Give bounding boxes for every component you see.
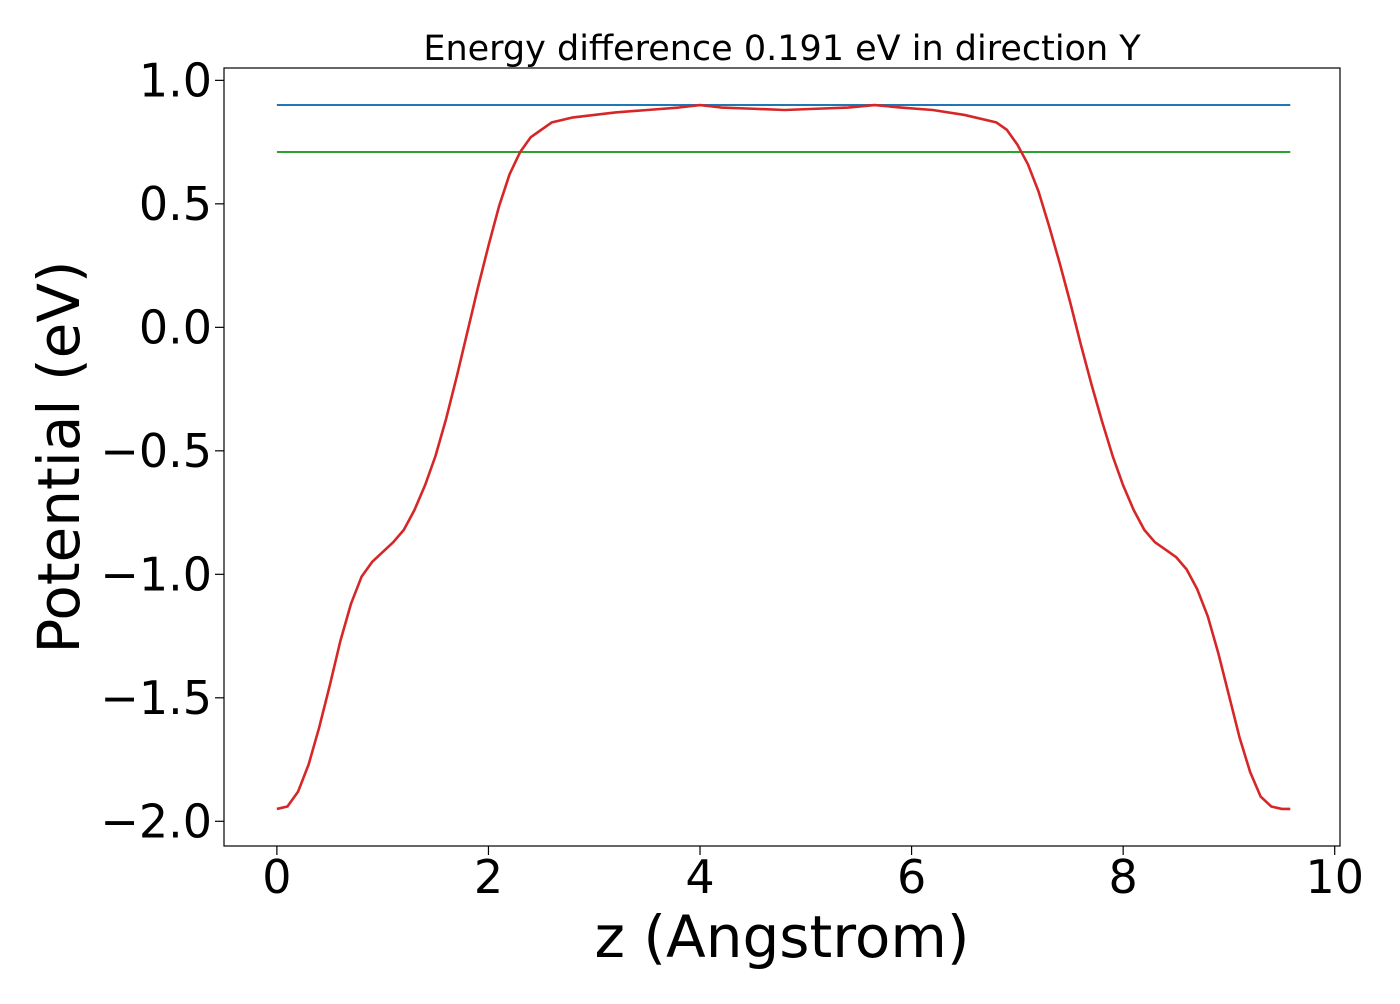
y-tick-label: −1.0 (100, 547, 212, 601)
x-tick-label: 0 (262, 850, 291, 904)
y-axis-label: Potential (eV) (25, 260, 93, 653)
y-tick-label: −2.0 (100, 794, 212, 848)
series-line-3 (276, 103, 1291, 811)
series-layer (276, 103, 1291, 811)
y-tick-label: −1.5 (100, 671, 212, 725)
y-axis-ticks: 1.0 0.5 0.0 −0.5 −1.0 −1.5 −2.0 (100, 53, 224, 848)
x-tick-label: 2 (474, 850, 503, 904)
x-axis-ticks: 0 2 4 6 8 10 (262, 846, 1364, 904)
y-tick-label: 1.0 (139, 53, 212, 107)
x-axis-label: z (Angstrom) (595, 903, 970, 971)
y-tick-label: −0.5 (100, 424, 212, 478)
x-tick-label: 10 (1305, 850, 1364, 904)
y-tick-label: 0.5 (139, 177, 212, 231)
chart-title: Energy difference 0.191 eV in direction … (423, 29, 1141, 69)
x-tick-label: 8 (1109, 850, 1138, 904)
y-tick-label: 0.0 (139, 300, 212, 354)
x-tick-label: 6 (897, 850, 926, 904)
x-tick-label: 4 (685, 850, 714, 904)
plot-area-frame (223, 67, 1341, 847)
